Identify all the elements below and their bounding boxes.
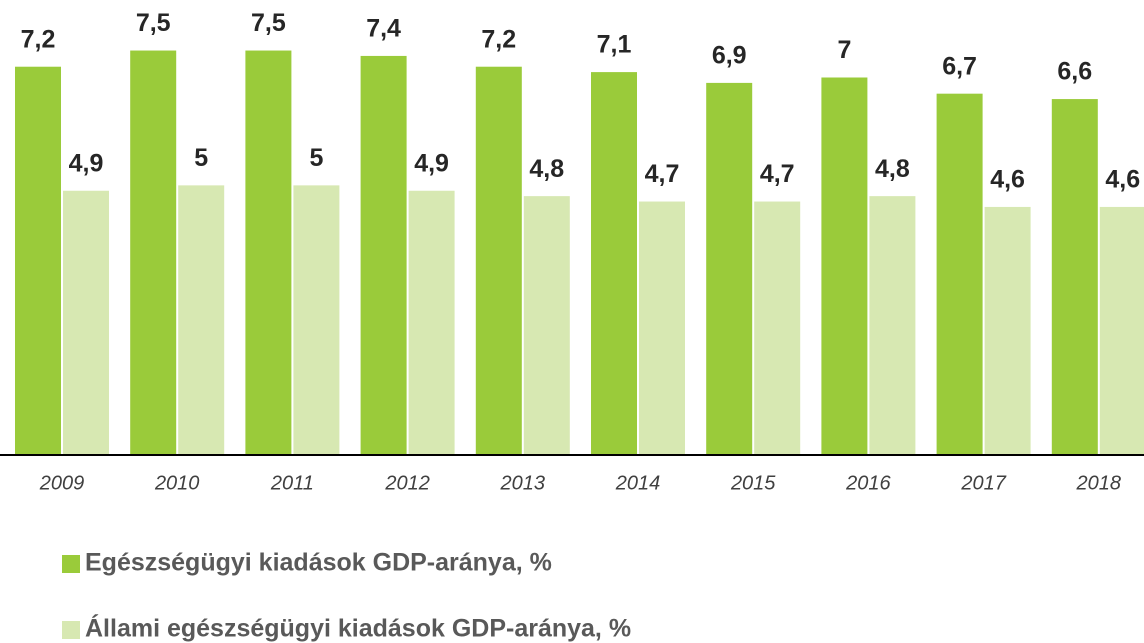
x-tick-label: 2009	[39, 472, 85, 494]
bar	[984, 206, 1031, 455]
legend-swatch	[62, 555, 80, 573]
bar	[178, 185, 225, 455]
data-label: 5	[194, 144, 208, 172]
bar	[63, 190, 109, 455]
x-tick-label: 2012	[384, 472, 430, 494]
x-tick-label: 2015	[730, 472, 776, 494]
x-tick-label: 2018	[1076, 472, 1122, 494]
data-label: 4,9	[69, 149, 104, 177]
bar	[130, 50, 177, 456]
data-label: 7	[837, 36, 851, 64]
x-tick-label: 2013	[500, 472, 546, 494]
bar	[591, 72, 637, 455]
bar	[15, 66, 61, 455]
data-label: 7,5	[251, 9, 286, 37]
bar	[1099, 206, 1144, 455]
legend-label: Egészségügyi kiadások GDP-aránya, %	[85, 549, 552, 577]
data-label: 7,5	[136, 9, 171, 37]
bar	[360, 55, 407, 456]
data-label: 7,1	[597, 31, 632, 59]
bar	[936, 93, 983, 455]
bar	[1051, 99, 1098, 456]
data-label: 7,4	[366, 15, 401, 43]
data-label: 4,8	[529, 155, 564, 183]
data-label: 6,6	[1057, 58, 1092, 86]
legend-swatch	[62, 621, 80, 639]
bar	[523, 196, 570, 455]
data-label: 4,6	[1105, 166, 1140, 194]
bar	[293, 185, 340, 455]
x-tick-label: 2010	[154, 472, 200, 494]
x-tick-label: 2017	[960, 472, 1006, 494]
data-label: 4,8	[875, 155, 910, 183]
data-label: 7,2	[21, 25, 56, 53]
data-label: 4,6	[990, 166, 1025, 194]
data-label: 7,2	[481, 25, 516, 53]
bar	[475, 66, 522, 455]
data-label: 4,7	[760, 160, 795, 188]
data-label: 6,9	[712, 42, 747, 70]
bar	[408, 190, 455, 455]
x-tick-label: 2016	[845, 472, 891, 494]
bar	[754, 201, 801, 455]
data-label: 4,7	[645, 160, 680, 188]
data-label: 4,9	[414, 149, 449, 177]
bar	[869, 196, 916, 455]
x-tick-label: 2014	[615, 472, 661, 494]
legend-label: Állami egészségügyi kiadások GDP-aránya,…	[85, 614, 631, 643]
bar	[245, 50, 292, 456]
data-label: 6,7	[942, 52, 977, 80]
bar	[639, 201, 685, 455]
bar	[821, 77, 868, 455]
x-tick-label: 2011	[270, 472, 314, 494]
bar	[706, 82, 753, 456]
data-label: 5	[309, 144, 323, 172]
